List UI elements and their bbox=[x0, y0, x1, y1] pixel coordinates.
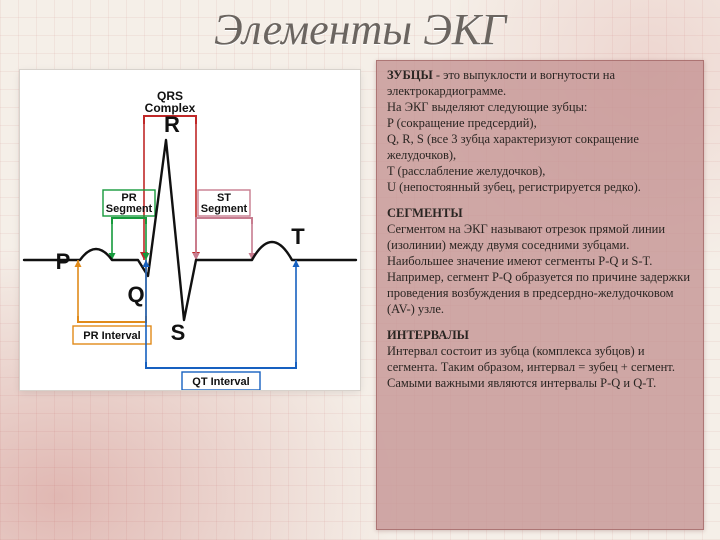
zubcy-paragraph: ЗУБЦЫ - это выпуклости и вогнутости на э… bbox=[387, 67, 693, 195]
svg-text:R: R bbox=[164, 112, 180, 137]
svg-text:Q: Q bbox=[127, 282, 144, 307]
svg-text:S: S bbox=[171, 320, 186, 345]
svg-text:PR Interval: PR Interval bbox=[83, 330, 140, 342]
page-title: Элементы ЭКГ bbox=[0, 4, 720, 55]
qt-interval-bracket: QT Interval bbox=[143, 260, 300, 390]
segments-paragraph: СЕГМЕНТЫ Сегментом на ЭКГ называют отрез… bbox=[387, 205, 693, 317]
ecg-diagram-svg: QRSComplex PRSegment STSegment PQRST PR … bbox=[20, 70, 360, 390]
intervals-body: Интервал состоит из зубца (комплекса зуб… bbox=[387, 344, 675, 390]
wave-labels: P Q R S T bbox=[56, 112, 306, 345]
pr-segment-bracket: PRSegment bbox=[103, 190, 155, 260]
zubcy-heading: ЗУБЦЫ bbox=[387, 68, 433, 82]
ecg-trace bbox=[24, 140, 356, 320]
ecg-diagram-panel: QRSComplex PRSegment STSegment PQRST PR … bbox=[20, 70, 360, 390]
description-panel: ЗУБЦЫ - это выпуклости и вогнутости на э… bbox=[376, 60, 704, 530]
st-segment-bracket: STSegment bbox=[193, 190, 256, 260]
intervals-heading: ИНТЕРВАЛЫ bbox=[387, 328, 469, 342]
svg-text:Segment: Segment bbox=[201, 203, 248, 215]
segments-heading: СЕГМЕНТЫ bbox=[387, 206, 463, 220]
svg-text:P: P bbox=[56, 249, 71, 274]
segments-body: Сегментом на ЭКГ называют отрезок прямой… bbox=[387, 222, 690, 316]
intervals-paragraph: ИНТЕРВАЛЫ Интервал состоит из зубца (ком… bbox=[387, 327, 693, 391]
svg-text:QT Interval: QT Interval bbox=[192, 376, 249, 388]
svg-text:T: T bbox=[291, 224, 305, 249]
zubcy-body: - это выпуклости и вогнутости на электро… bbox=[387, 68, 641, 194]
svg-text:Segment: Segment bbox=[106, 203, 153, 215]
